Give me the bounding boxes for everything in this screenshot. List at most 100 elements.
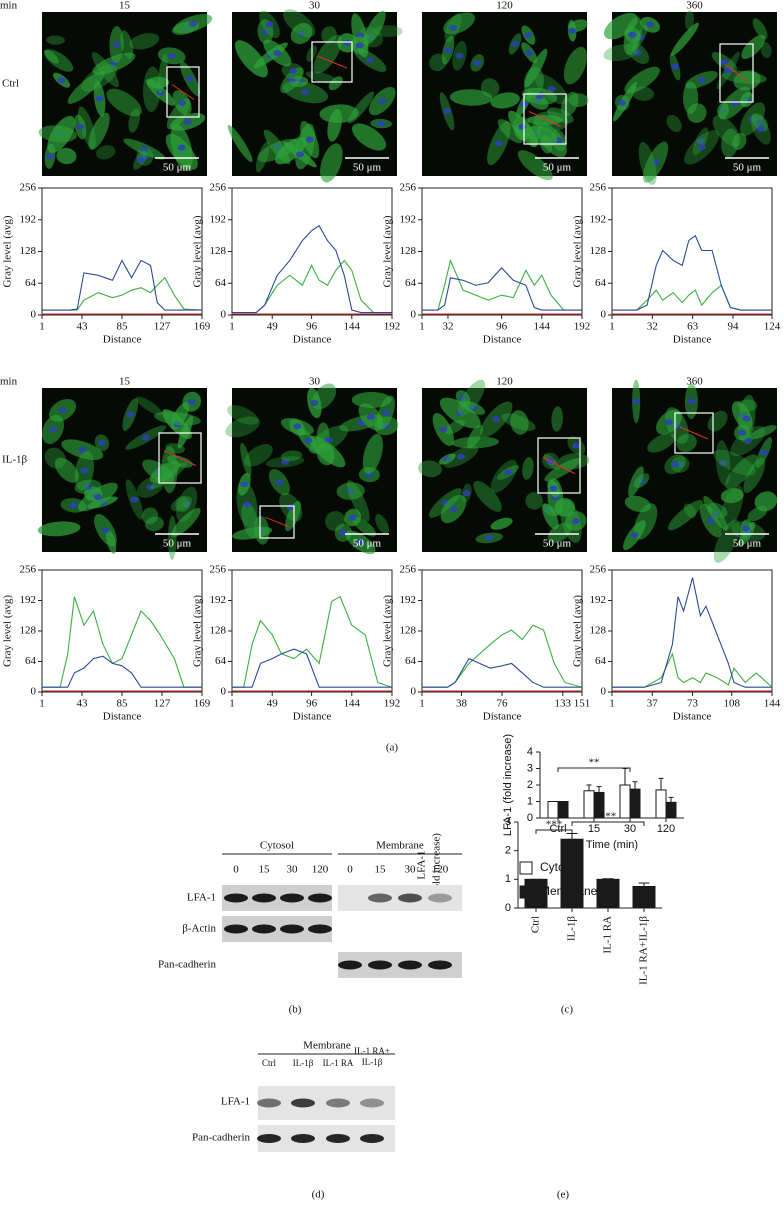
bar: [557, 801, 569, 819]
nucleus: [742, 415, 751, 422]
x-tick-label: 85: [117, 698, 129, 710]
row-label: β-Actin: [182, 923, 216, 935]
cell: [451, 436, 499, 449]
cell: [67, 71, 105, 104]
time-unit: min: [0, 0, 18, 12]
nucleus: [49, 426, 58, 433]
cell: [227, 125, 253, 163]
blot-band: [326, 1134, 350, 1143]
cell: [670, 22, 699, 56]
cell: [429, 53, 447, 72]
y-tick-label: 128: [590, 625, 607, 637]
cell: [225, 416, 260, 438]
blot-band: [252, 893, 276, 903]
blot-band: [257, 1134, 281, 1143]
row-label: Pan-cadherin: [192, 1132, 251, 1144]
x-tick-label: 32: [647, 321, 658, 333]
profile-curve: [42, 259, 202, 311]
y-tick-label: 0: [31, 309, 37, 321]
nucleus: [485, 534, 494, 541]
x-tick-label: 37: [647, 698, 659, 710]
nucleus: [305, 136, 314, 143]
bar: [560, 838, 584, 909]
bar: [655, 789, 667, 819]
cell: [161, 445, 178, 494]
y-tick-label: 1: [527, 795, 533, 807]
x-tick-label: IL-1 RA: [602, 916, 614, 954]
nucleus: [628, 31, 637, 38]
nucleus: [632, 398, 641, 405]
profile-curve: [422, 657, 582, 688]
nucleus: [571, 518, 580, 525]
time-label: 120: [496, 376, 513, 388]
y-tick-label: 128: [210, 245, 227, 257]
nucleus: [568, 27, 577, 34]
nucleus: [697, 76, 706, 83]
nucleus: [46, 153, 55, 160]
error-bar: [632, 781, 638, 790]
time-label: 15: [119, 0, 131, 12]
y-axis-label: Gray level (avg): [572, 595, 584, 667]
cell: [129, 33, 160, 50]
x-tick-label: 133: [555, 698, 572, 710]
blot-band: [368, 893, 392, 903]
scale-bar-label: 50 μm: [543, 538, 572, 550]
y-tick-label: 2: [505, 845, 511, 857]
nucleus: [742, 525, 751, 532]
nucleus: [93, 493, 102, 500]
blot-band: [360, 1098, 384, 1108]
cell: [676, 433, 697, 452]
nucleus: [525, 49, 534, 56]
blot-band: [428, 893, 452, 903]
cell: [720, 488, 744, 504]
bar: [583, 790, 595, 819]
plot-frame: [421, 187, 583, 316]
x-tick-label: 1: [419, 698, 425, 710]
y-tick-label: 1: [505, 873, 511, 885]
cell: [624, 66, 660, 94]
error-bar: [596, 786, 602, 793]
nucleus: [78, 446, 87, 453]
lane-label: IL-1β: [362, 1057, 383, 1067]
nucleus: [473, 59, 482, 66]
error-bar: [586, 784, 592, 791]
significance-bracket: [557, 767, 631, 772]
nucleus: [185, 75, 194, 82]
x-tick-label: 108: [723, 698, 740, 710]
error-bar: [602, 878, 614, 880]
cell: [760, 41, 772, 59]
cell: [682, 81, 699, 114]
cell: [305, 71, 337, 84]
nucleus: [84, 483, 93, 490]
cell: [748, 425, 777, 440]
cell: [144, 516, 164, 532]
y-tick-label: 192: [590, 213, 607, 225]
y-tick-label: 192: [210, 213, 227, 225]
profile-curve: [42, 276, 203, 311]
cell: [713, 519, 740, 563]
nucleus: [671, 63, 680, 70]
cell: [96, 145, 116, 160]
nucleus: [469, 404, 478, 411]
x-tick-label: 124: [764, 321, 781, 333]
cell: [551, 406, 563, 432]
x-axis-label: Distance: [293, 711, 332, 723]
nucleus: [243, 501, 252, 508]
row-label: IL-1β: [2, 454, 28, 466]
scale-bar-label: 50 μm: [163, 162, 192, 174]
nucleus: [697, 144, 706, 151]
nucleus: [141, 434, 150, 441]
lane-label: 120: [312, 864, 329, 876]
cell: [458, 379, 486, 416]
nucleus: [377, 120, 386, 127]
nucleus: [288, 68, 297, 75]
blot-band: [291, 1098, 315, 1108]
x-tick-label: 43: [77, 698, 89, 710]
blot-band: [252, 924, 276, 934]
plot-frame: [611, 187, 773, 316]
cell: [316, 443, 335, 466]
x-tick-label: Ctrl: [530, 916, 542, 933]
y-tick-label: 0: [601, 686, 607, 698]
cell: [525, 492, 544, 510]
y-tick-label: 64: [25, 277, 37, 289]
